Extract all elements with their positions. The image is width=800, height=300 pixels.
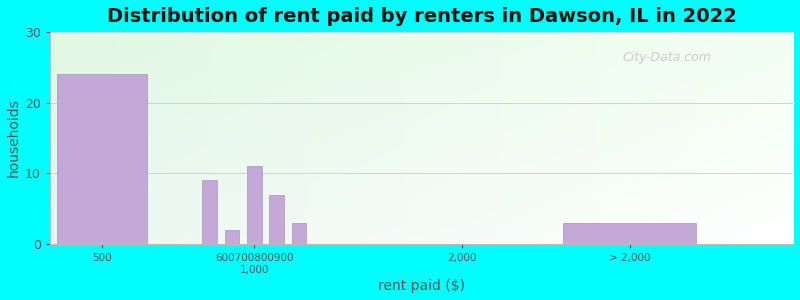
Bar [247,166,262,244]
X-axis label: rent paid ($): rent paid ($) [378,279,465,293]
Bar [270,195,284,244]
Y-axis label: households: households [7,99,21,177]
Bar [562,223,697,244]
Bar [291,223,306,244]
Title: Distribution of rent paid by renters in Dawson, IL in 2022: Distribution of rent paid by renters in … [106,7,737,26]
Text: City-Data.com: City-Data.com [622,51,711,64]
Bar [225,230,239,244]
Bar [202,181,217,244]
Bar [58,74,146,244]
